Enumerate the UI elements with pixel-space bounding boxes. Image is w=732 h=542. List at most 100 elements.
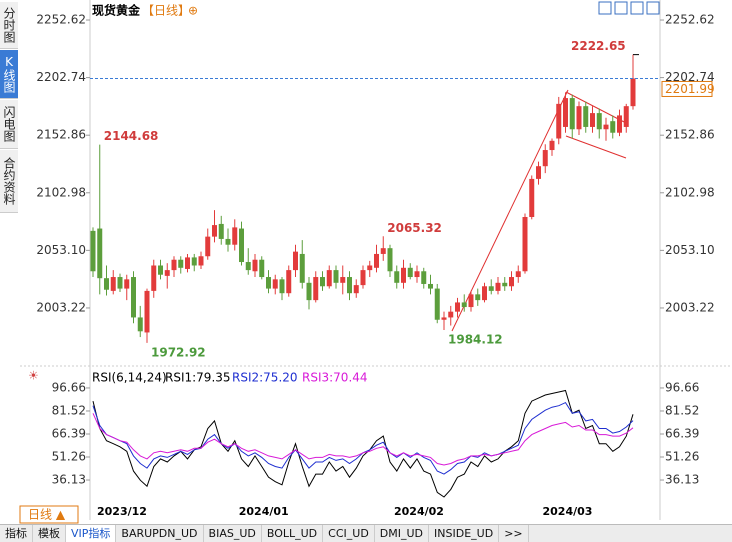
candle-body: [455, 302, 460, 312]
y-tick-label: 81.52: [52, 403, 86, 417]
candle-body: [475, 294, 481, 301]
candle-body: [191, 257, 197, 266]
y-tick-label: 51.26: [665, 450, 699, 464]
candle-body: [488, 286, 494, 291]
annotation: 2065.32: [387, 221, 442, 235]
candle-body: [326, 270, 332, 287]
y-tick-label: 2252.62: [36, 13, 86, 27]
candle-body: [306, 282, 312, 301]
candle-body: [623, 106, 629, 127]
y-tick-label: 2053.10: [36, 243, 86, 257]
toolbar-icon[interactable]: ⊕: [188, 4, 198, 18]
y-tick-label: 2152.86: [665, 128, 715, 142]
toolbar-buttons[interactable]: [598, 1, 660, 15]
candle-body: [239, 228, 244, 263]
last-price-box: [661, 80, 713, 97]
candle-body: [232, 227, 238, 245]
candle-body: [185, 257, 190, 269]
candle-body: [367, 265, 373, 271]
candle-body: [299, 253, 305, 283]
rsi-line: [92, 389, 634, 498]
legend-entry: RSI1:79.35: [165, 371, 231, 385]
candle-body: [428, 283, 433, 289]
y-tick-label: 2252.62: [665, 13, 715, 27]
bottom-tab[interactable]: >>: [499, 525, 529, 542]
side-tab[interactable]: 闪电图: [0, 100, 18, 149]
bottom-tab[interactable]: BOLL_UD: [262, 525, 324, 542]
candle-body: [225, 238, 231, 245]
rsi-title: RSI(6,14,24): [92, 371, 167, 385]
candle-body: [374, 253, 379, 268]
candle-body: [387, 248, 393, 272]
candle-body: [441, 317, 447, 320]
candle-body: [617, 115, 622, 133]
bottom-tab[interactable]: INSIDE_UD: [429, 525, 500, 542]
y-tick-label: 2053.10: [665, 243, 715, 257]
y-tick-label: 2003.22: [665, 300, 715, 314]
bottom-tab[interactable]: CCI_UD: [323, 525, 375, 542]
candle-body: [333, 270, 339, 283]
candle-body: [110, 277, 116, 291]
candle-body: [279, 279, 285, 294]
candle-body: [603, 124, 609, 130]
candle-body: [583, 106, 589, 127]
candle-body: [556, 103, 562, 139]
candle-body: [468, 294, 474, 308]
candle-body: [509, 277, 514, 287]
candle-body: [563, 98, 568, 127]
side-tab[interactable]: 分时图: [0, 2, 18, 49]
bottom-tab[interactable]: VIP指标: [66, 525, 117, 542]
candle-body: [421, 271, 427, 284]
rsi-icon[interactable]: ☀: [28, 369, 39, 383]
candle-body: [461, 302, 467, 308]
y-tick-label: 36.13: [665, 473, 699, 487]
candle-body: [610, 121, 616, 133]
candle-body: [124, 279, 130, 289]
annotation: 2222.65: [571, 39, 626, 53]
candle-body: [259, 259, 265, 278]
bottom-tab[interactable]: BARUPDN_UD: [116, 525, 204, 542]
candle-body: [293, 251, 298, 271]
candle-body: [117, 277, 123, 289]
candle-body: [596, 113, 602, 130]
candle-body: [245, 262, 251, 271]
legend-entry: RSI3:70.44: [302, 371, 368, 385]
candle-body: [158, 265, 163, 275]
chart: 现货黄金 【日线】 ⊕ ☀ RSI(6,14,24) RSI1:79.35 RS…: [19, 0, 732, 524]
candle-body: [144, 290, 150, 333]
legend-entry: RSI2:75.20: [232, 371, 298, 385]
bottom-tab[interactable]: BIAS_UD: [204, 525, 262, 542]
period-label[interactable]: 日线 ▲: [28, 508, 66, 522]
candle-body: [137, 317, 143, 332]
side-tab[interactable]: 合约资料: [0, 150, 18, 213]
candle-body: [394, 271, 400, 283]
candle-body: [522, 217, 528, 272]
last-price-label: 2201.99: [665, 82, 715, 96]
bottom-tab[interactable]: 指标: [0, 525, 33, 542]
candle-body: [529, 178, 535, 218]
candle-body: [569, 98, 575, 130]
bottom-tab[interactable]: DMI_UD: [375, 525, 430, 542]
y-tick-label: 81.52: [665, 403, 699, 417]
toolbar-period[interactable]: 【日线】: [142, 4, 190, 18]
candle-body: [266, 277, 271, 289]
period-box[interactable]: [19, 505, 79, 524]
candle-body: [448, 311, 454, 318]
candle-body: [630, 78, 636, 107]
candle-body: [576, 106, 582, 130]
candle-body: [198, 256, 204, 266]
side-tab[interactable]: K线图: [0, 50, 18, 99]
candle-body: [286, 270, 292, 294]
candle-body: [434, 288, 440, 320]
candle-body: [360, 270, 366, 286]
candle-body: [536, 166, 541, 179]
bottom-tab[interactable]: 模板: [33, 525, 66, 542]
candle-body: [515, 271, 521, 278]
y-tick-label: 36.13: [52, 473, 86, 487]
x-tick-label: 2024/01: [239, 505, 289, 518]
annotation: 2144.68: [104, 129, 159, 143]
y-tick-label: 2102.98: [36, 185, 86, 199]
bottom-tabs: 指标 模板 VIP指标 BARUPDN_UD BIAS_UD BOLL_UD CCI_UD D…: [0, 524, 732, 542]
candle-body: [272, 279, 278, 289]
candle-body: [313, 277, 319, 301]
